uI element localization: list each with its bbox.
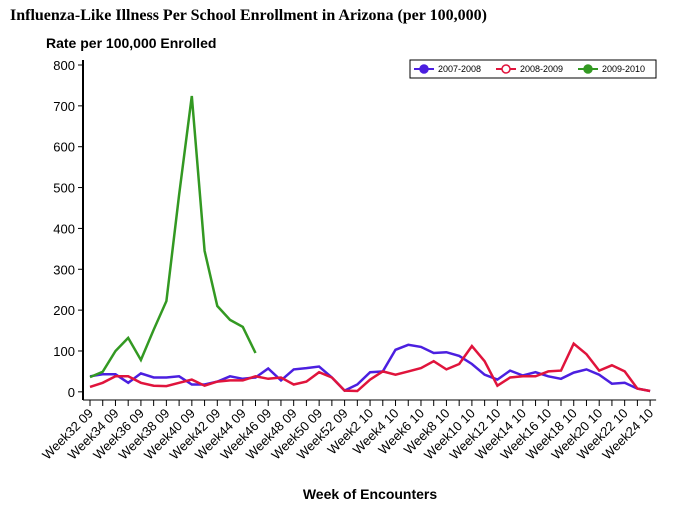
y-tick-label: 500 bbox=[53, 181, 75, 196]
y-tick-label: 800 bbox=[53, 58, 75, 73]
legend-label: 2008-2009 bbox=[520, 64, 563, 74]
legend-marker bbox=[419, 64, 429, 74]
series-line bbox=[89, 95, 257, 379]
legend-marker bbox=[583, 64, 593, 74]
y-tick-label: 100 bbox=[53, 344, 75, 359]
y-tick-label: 400 bbox=[53, 221, 75, 236]
y-tick-label: 300 bbox=[53, 262, 75, 277]
y-tick-label: 200 bbox=[53, 303, 75, 318]
legend bbox=[409, 59, 657, 79]
y-tick-label: 0 bbox=[68, 385, 75, 400]
x-axis-label: Week of Encounters bbox=[303, 486, 438, 502]
y-axis-label: Rate per 100,000 Enrolled bbox=[46, 35, 216, 51]
legend-label: 2009-2010 bbox=[602, 64, 645, 74]
y-tick-label: 700 bbox=[53, 99, 75, 114]
legend-label: 2007-2008 bbox=[438, 64, 481, 74]
series-line bbox=[89, 341, 651, 393]
legend-marker bbox=[501, 64, 511, 74]
series-line bbox=[89, 343, 651, 393]
chart-title: Influenza-Like Illness Per School Enroll… bbox=[10, 7, 487, 24]
y-tick-label: 600 bbox=[53, 140, 75, 155]
